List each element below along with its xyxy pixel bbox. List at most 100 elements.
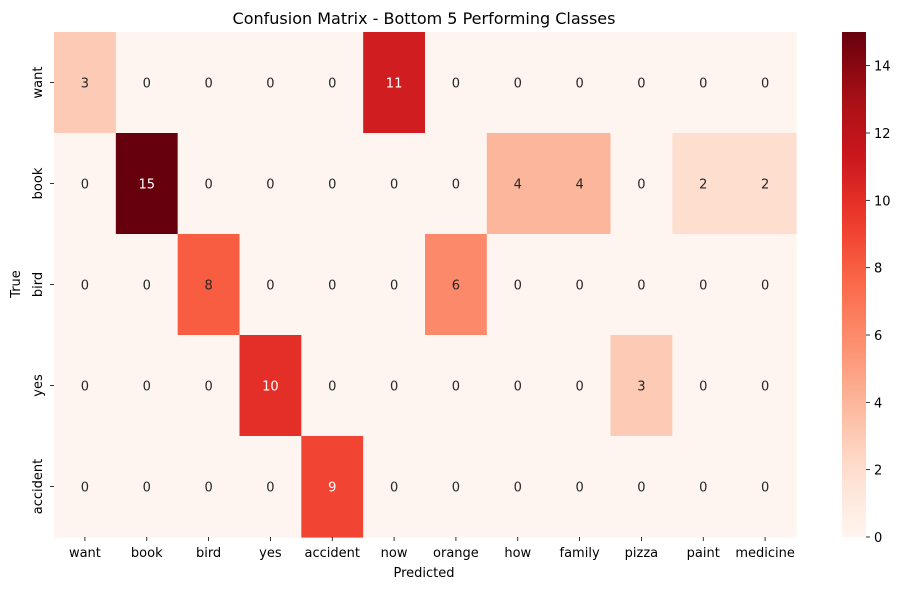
heatmap-cell [239,335,302,437]
colorbar-tick-label: 6 [874,329,882,344]
y-axis-ticks: want book bird yes accident [31,67,54,514]
heatmap-cell [363,133,426,235]
heatmap-cell [177,335,241,437]
cell-value-label: 8 [204,279,212,294]
y-tick-label: bird [31,272,46,297]
cell-value-label: 0 [143,77,151,92]
heatmap-cell [734,32,797,134]
x-tick-label: book [131,546,163,561]
cell-value-label: 6 [452,279,460,294]
colorbar-tick-label: 10 [874,194,891,209]
heatmap-cell [672,133,735,235]
heatmap-cell [486,436,550,538]
heatmap-cell [610,234,673,336]
cell-value-label: 0 [761,77,769,92]
x-tick-label: accident [305,546,360,561]
x-axis-ticks: want book bird yes accident now orange how famil… [69,537,795,561]
cell-value-label: 0 [81,380,89,395]
heatmap-cell [239,234,302,336]
cell-value-label: 0 [637,77,645,92]
heatmap-cell [734,133,797,235]
cell-value-label: 0 [452,77,460,92]
cell-value-label: 0 [637,178,645,193]
cell-value-label: 0 [761,481,769,496]
heatmap-cell [239,436,302,538]
heatmap-cell [363,234,426,336]
heatmap-cell [301,133,364,235]
cell-value-label: 0 [81,178,89,193]
heatmap-cell [486,335,550,437]
cell-value-label: 0 [266,77,274,92]
heatmap-cell [54,335,117,437]
heatmap-cell [486,133,550,235]
heatmap-cells [54,32,797,538]
heatmap-cell [425,234,488,336]
cell-value-label: 15 [138,178,155,193]
heatmap-cell [54,133,117,235]
cell-value-label: 0 [575,380,583,395]
cell-value-label: 0 [81,481,89,496]
cell-value-label: 0 [266,178,274,193]
cell-value-label: 0 [143,279,151,294]
cell-value-label: 3 [637,380,645,395]
heatmap-cell [610,133,673,235]
cell-value-label: 0 [390,481,398,496]
cell-value-label: 3 [81,77,89,92]
heatmap-cell [115,335,179,437]
chart-title: Confusion Matrix - Bottom 5 Performing C… [233,9,616,28]
cell-value-label: 0 [514,77,522,92]
heatmap-cell [548,436,612,538]
heatmap-cell [363,436,426,538]
colorbar-tick-label: 12 [874,127,891,142]
y-tick-label: accident [31,459,46,514]
heatmap-cell [486,32,550,134]
colorbar-tick-label: 14 [874,60,891,75]
cell-value-label: 0 [328,380,336,395]
cell-value-label: 11 [386,77,403,92]
x-tick-label: orange [433,546,479,561]
x-tick-label: how [504,546,531,561]
cell-value-label: 0 [204,178,212,193]
cell-value-label: 9 [328,481,336,496]
cell-value-label: 0 [761,279,769,294]
heatmap-cell [548,335,612,437]
y-axis-label: True [9,270,24,299]
colorbar-ticks: 0 2 4 6 8 10 12 14 [866,60,891,546]
cell-value-label: 0 [575,481,583,496]
cell-value-label: 0 [452,481,460,496]
heatmap-cell [115,32,179,134]
x-tick-label: paint [687,546,720,561]
cell-value-label: 0 [143,481,151,496]
heatmap-cell [239,133,302,235]
heatmap-cell [301,32,364,134]
x-tick-label: medicine [735,546,795,561]
x-tick-label: pizza [625,546,658,561]
heatmap-cell [425,133,488,235]
heatmap-cell [363,32,426,134]
colorbar-tick-label: 2 [874,464,882,479]
heatmap-cell [672,32,735,134]
colorbar [842,32,866,537]
cell-value-label: 0 [699,481,707,496]
cell-value-label: 0 [699,279,707,294]
heatmap-cell [239,32,302,134]
y-tick-label: yes [31,374,46,397]
heatmap-cell [672,234,735,336]
cell-value-label: 0 [761,380,769,395]
heatmap-cell [177,234,241,336]
x-tick-label: bird [196,546,221,561]
heatmap-cell [301,234,364,336]
heatmap-cell [301,436,364,538]
cell-value-label: 0 [266,481,274,496]
heatmap-cell [734,436,797,538]
cell-value-label: 0 [390,178,398,193]
cell-value-label: 0 [266,279,274,294]
colorbar-tick-label: 4 [874,396,882,411]
heatmap-cell [734,335,797,437]
heatmap-cell [54,234,117,336]
heatmap-cell [486,234,550,336]
x-tick-label: now [381,546,408,561]
x-axis-label: Predicted [393,566,454,581]
heatmap-cell [610,32,673,134]
